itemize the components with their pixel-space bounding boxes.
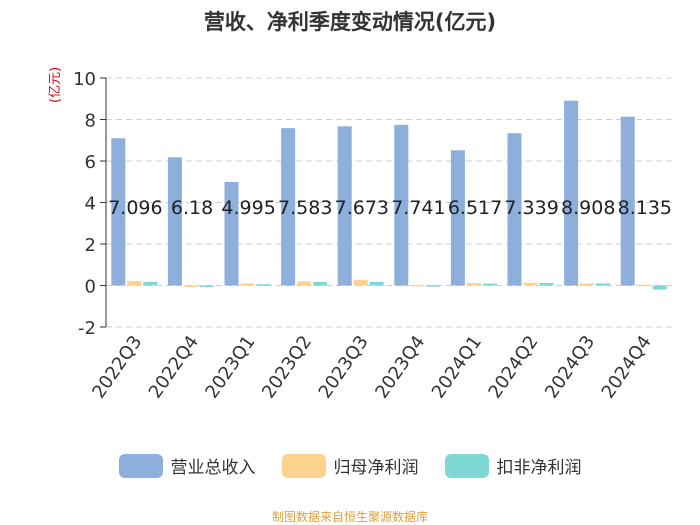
bar-deducted-net-profit <box>313 281 328 286</box>
y-tick-label: 6 <box>85 152 96 173</box>
legend-label-revenue: 营业总收入 <box>170 458 256 478</box>
legend-label-net-profit: 归母净利润 <box>333 458 419 478</box>
bar-deducted-net-profit <box>482 283 497 286</box>
data-label: 8.908 <box>561 197 615 219</box>
data-label: 8.135 <box>618 197 672 219</box>
bar-revenue <box>620 116 635 286</box>
bar-net-profit <box>466 283 481 286</box>
bar-revenue <box>337 126 352 286</box>
legend-item-revenue[interactable]: 营业总收入 <box>118 453 256 478</box>
data-label: 6.517 <box>448 197 502 219</box>
bar-net-profit <box>183 285 198 287</box>
bar-deducted-net-profit <box>539 283 554 286</box>
x-tick-label: 2024Q3 <box>541 332 599 403</box>
y-tick-label: 10 <box>73 69 96 90</box>
x-tick-label: 2022Q4 <box>145 332 203 403</box>
bar-net-profit <box>240 283 255 286</box>
bar-net-profit <box>523 282 538 286</box>
legend-swatch-deducted-net-profit <box>444 453 489 478</box>
legend-item-deducted-net-profit[interactable]: 扣非净利润 <box>444 453 582 478</box>
bar-deducted-net-profit <box>652 285 667 290</box>
legend-swatch-revenue <box>118 453 163 478</box>
bar-deducted-net-profit <box>256 284 271 286</box>
data-label: 4.995 <box>221 197 275 219</box>
data-label: 7.583 <box>278 197 332 219</box>
bar-revenue <box>224 181 239 286</box>
bar-deducted-net-profit <box>199 285 214 287</box>
x-tick-label: 2023Q4 <box>371 332 429 403</box>
chart-title: 营收、净利季度变动情况(亿元) <box>203 10 497 34</box>
bar-net-profit <box>636 284 651 287</box>
x-tick-label: 2024Q1 <box>428 332 486 403</box>
y-tick-label: -2 <box>78 318 96 339</box>
x-tick-label: 2024Q2 <box>484 332 542 403</box>
bar-revenue <box>564 100 579 286</box>
bar-deducted-net-profit <box>369 281 384 286</box>
y-tick-label: 0 <box>85 277 96 298</box>
legend-swatch-net-profit <box>281 453 326 478</box>
bar-revenue <box>111 138 126 286</box>
bar-net-profit <box>297 281 312 286</box>
bar-revenue <box>450 150 465 286</box>
bar-revenue <box>507 133 522 286</box>
data-label: 7.673 <box>335 197 389 219</box>
legend-item-net-profit[interactable]: 归母净利润 <box>281 453 419 478</box>
data-label: 7.339 <box>504 197 558 219</box>
bar-net-profit <box>353 279 368 286</box>
bar-net-profit <box>410 284 425 287</box>
bar-net-profit <box>580 283 595 286</box>
bar-deducted-net-profit <box>426 285 441 287</box>
x-tick-label: 2023Q1 <box>201 332 259 403</box>
data-label: 6.18 <box>171 197 213 219</box>
source-note: 制图数据来自恒生聚源数据库 <box>271 510 428 524</box>
bar-deducted-net-profit <box>596 283 611 286</box>
data-label: 7.096 <box>108 197 162 219</box>
y-tick-label: 8 <box>85 111 96 132</box>
y-tick-label: 2 <box>85 235 96 256</box>
legend: 营业总收入 归母净利润 扣非净利润 <box>0 453 700 478</box>
bar-revenue <box>281 128 296 286</box>
bar-revenue <box>394 124 409 286</box>
bar-deducted-net-profit <box>143 281 158 286</box>
x-tick-label: 2024Q4 <box>598 332 656 403</box>
x-tick-label: 2023Q2 <box>258 332 316 403</box>
y-tick-label: 4 <box>85 194 96 215</box>
x-tick-label: 2023Q3 <box>315 332 373 403</box>
x-tick-label: 2022Q3 <box>88 332 146 403</box>
legend-label-deducted-net-profit: 扣非净利润 <box>496 458 582 478</box>
bar-net-profit <box>127 280 142 286</box>
bar-revenue <box>167 157 182 286</box>
data-label: 7.741 <box>391 197 445 219</box>
